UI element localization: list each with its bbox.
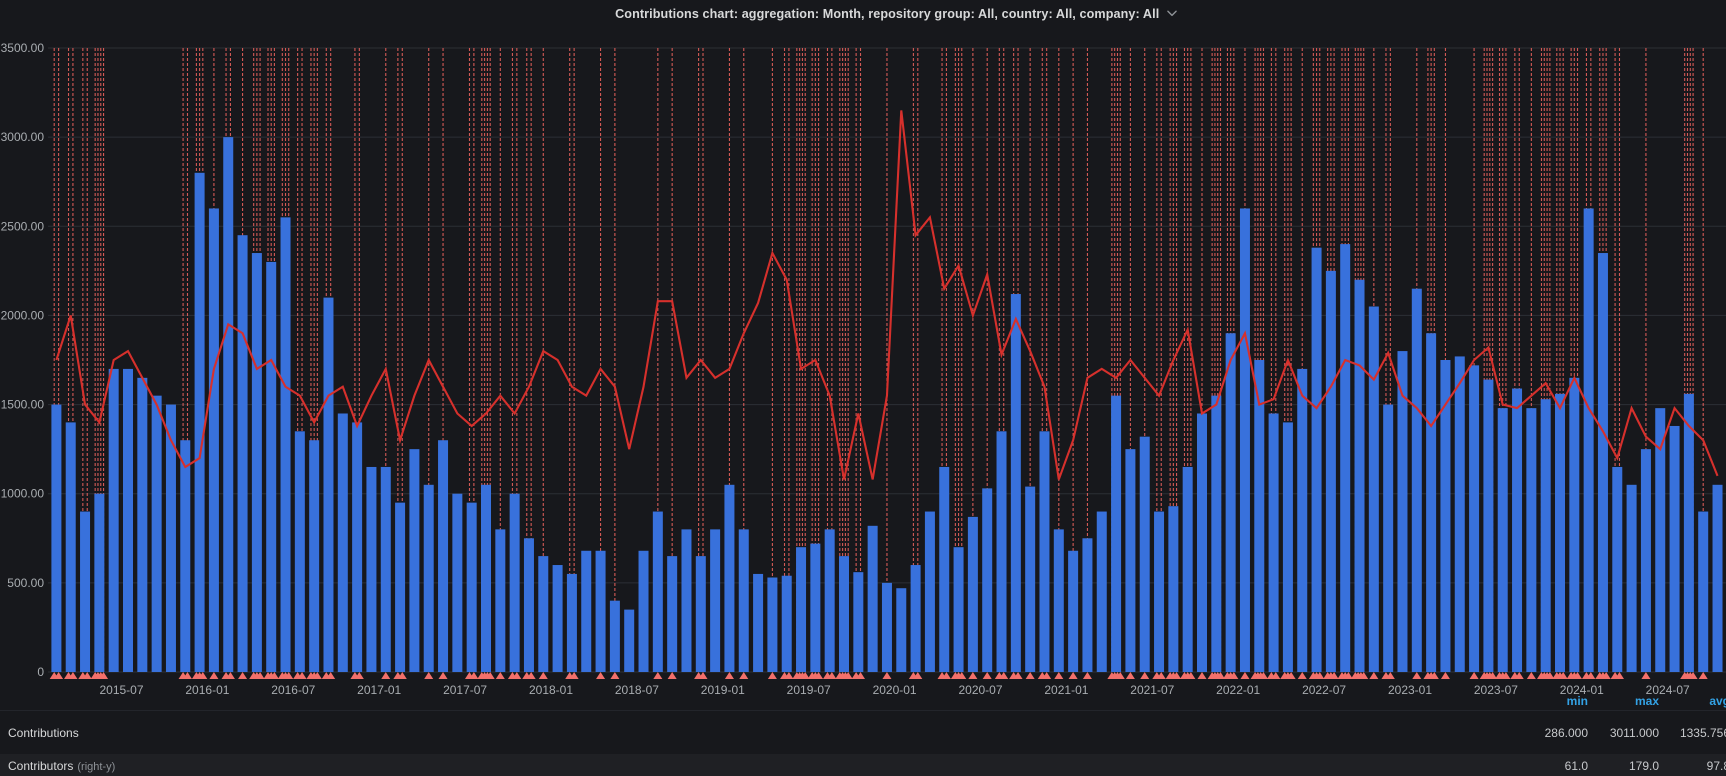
svg-text:2015-07: 2015-07 <box>99 683 143 697</box>
svg-text:2017-07: 2017-07 <box>443 683 487 697</box>
svg-text:2018-01: 2018-01 <box>529 683 573 697</box>
svg-text:0: 0 <box>37 665 44 679</box>
svg-text:2500.00: 2500.00 <box>1 219 45 233</box>
svg-text:2019-01: 2019-01 <box>701 683 745 697</box>
svg-text:2022-07: 2022-07 <box>1302 683 1346 697</box>
svg-text:1000.00: 1000.00 <box>1 487 45 501</box>
svg-text:2021-01: 2021-01 <box>1044 683 1088 697</box>
svg-text:2018-07: 2018-07 <box>615 683 659 697</box>
svg-text:2021-07: 2021-07 <box>1130 683 1174 697</box>
svg-text:3000.00: 3000.00 <box>1 130 45 144</box>
svg-text:2022-01: 2022-01 <box>1216 683 1260 697</box>
svg-text:3500.00: 3500.00 <box>1 41 45 55</box>
svg-text:2023-01: 2023-01 <box>1388 683 1432 697</box>
svg-text:2016-07: 2016-07 <box>271 683 315 697</box>
svg-text:2020-01: 2020-01 <box>873 683 917 697</box>
svg-text:1500.00: 1500.00 <box>1 398 45 412</box>
svg-text:2019-07: 2019-07 <box>787 683 831 697</box>
svg-text:2016-01: 2016-01 <box>185 683 229 697</box>
svg-text:2023-07: 2023-07 <box>1474 683 1518 697</box>
svg-text:500.00: 500.00 <box>7 576 44 590</box>
svg-text:2000.00: 2000.00 <box>1 308 45 322</box>
svg-text:2017-01: 2017-01 <box>357 683 401 697</box>
svg-text:2020-07: 2020-07 <box>958 683 1002 697</box>
